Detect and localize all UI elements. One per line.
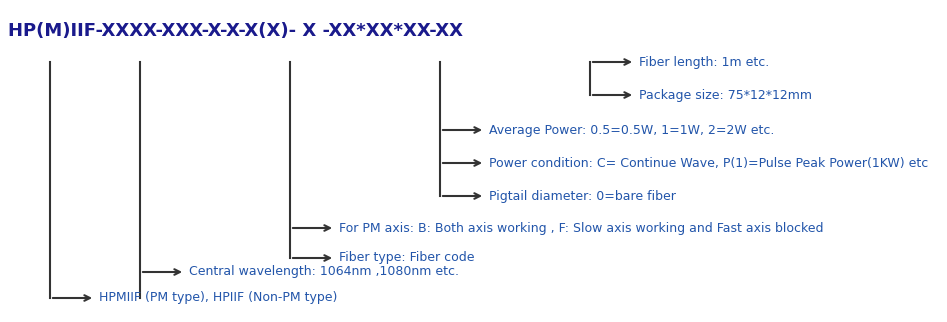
Text: Pigtail diameter: 0=bare fiber: Pigtail diameter: 0=bare fiber bbox=[489, 190, 676, 203]
Text: Average Power: 0.5=0.5W, 1=1W, 2=2W etc.: Average Power: 0.5=0.5W, 1=1W, 2=2W etc. bbox=[489, 124, 775, 137]
Text: Fiber length: 1m etc.: Fiber length: 1m etc. bbox=[639, 55, 769, 69]
Text: Power condition: C= Continue Wave, P(1)=Pulse Peak Power(1KW) etc: Power condition: C= Continue Wave, P(1)=… bbox=[489, 156, 928, 169]
Text: For PM axis: B: Both axis working , F: Slow axis working and Fast axis blocked: For PM axis: B: Both axis working , F: S… bbox=[339, 222, 824, 234]
Text: Fiber type: Fiber code: Fiber type: Fiber code bbox=[339, 251, 474, 264]
Text: Central wavelength: 1064nm ,1080nm etc.: Central wavelength: 1064nm ,1080nm etc. bbox=[189, 266, 459, 279]
Text: HP(M)IIF-XXXX-XXX-X-X-X(X)- X -XX*XX*XX-XX: HP(M)IIF-XXXX-XXX-X-X-X(X)- X -XX*XX*XX-… bbox=[8, 22, 463, 40]
Text: HPMIIF (PM type), HPIIF (Non-PM type): HPMIIF (PM type), HPIIF (Non-PM type) bbox=[99, 291, 337, 305]
Text: Package size: 75*12*12mm: Package size: 75*12*12mm bbox=[639, 89, 812, 101]
